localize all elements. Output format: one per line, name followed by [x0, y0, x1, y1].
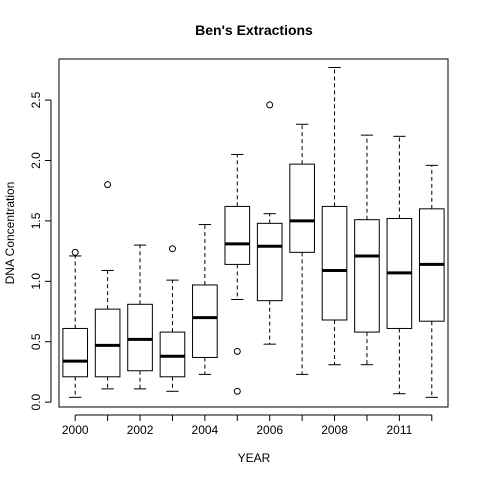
- outlier-point: [233, 347, 241, 355]
- x-tick-label: 2004: [192, 423, 219, 437]
- x-tick-label: 2002: [127, 423, 154, 437]
- outlier-point: [168, 245, 176, 253]
- box-2005: [224, 153, 251, 395]
- box-2002: [127, 244, 153, 390]
- iqr-box: [224, 205, 251, 265]
- box-2004: [192, 224, 218, 375]
- x-tick-label: 2008: [321, 423, 348, 437]
- plot-frame: [58, 58, 449, 408]
- x-tick-label: 2011: [386, 423, 412, 437]
- y-tick-label: 0.5: [29, 333, 43, 350]
- iqr-box: [62, 327, 89, 378]
- y-axis-label: DNA Concentration: [3, 182, 17, 285]
- box-2011: [386, 135, 413, 395]
- box-2001: [94, 181, 121, 390]
- iqr-box: [94, 308, 121, 378]
- iqr-box: [289, 163, 315, 253]
- x-axis: 2000 2002 2004 2006 2008 2011: [62, 414, 433, 437]
- box-2012: [418, 164, 445, 398]
- iqr-box: [354, 219, 380, 333]
- box-2009: [354, 134, 380, 366]
- y-tick-label: 1.0: [29, 273, 43, 290]
- x-tick-label: 2006: [256, 423, 283, 437]
- chart-title: Ben's Extractions: [195, 22, 313, 38]
- iqr-box: [256, 222, 283, 302]
- y-axis: 0.0 0.5 1.0 1.5 2.0 2.5: [29, 91, 52, 411]
- y-tick-label: 0.0: [29, 394, 43, 411]
- outlier-point: [233, 387, 241, 395]
- x-axis-label: YEAR: [238, 451, 271, 465]
- iqr-box: [159, 331, 186, 378]
- outlier-point: [266, 101, 274, 109]
- box-2000: [62, 248, 89, 398]
- y-tick-label: 1.5: [29, 212, 43, 229]
- x-tick-label: 2000: [62, 423, 89, 437]
- y-tick-label: 2.5: [29, 91, 43, 108]
- box-2007: [289, 123, 315, 375]
- iqr-box: [192, 284, 218, 358]
- y-tick-label: 2.0: [29, 152, 43, 169]
- box-2003: [159, 245, 186, 392]
- iqr-box: [321, 205, 348, 321]
- box-2008: [321, 66, 348, 366]
- boxes-layer: [62, 66, 445, 398]
- outlier-point: [71, 248, 79, 256]
- outlier-point: [104, 181, 112, 189]
- box-2006: [256, 101, 283, 345]
- iqr-box: [127, 303, 153, 372]
